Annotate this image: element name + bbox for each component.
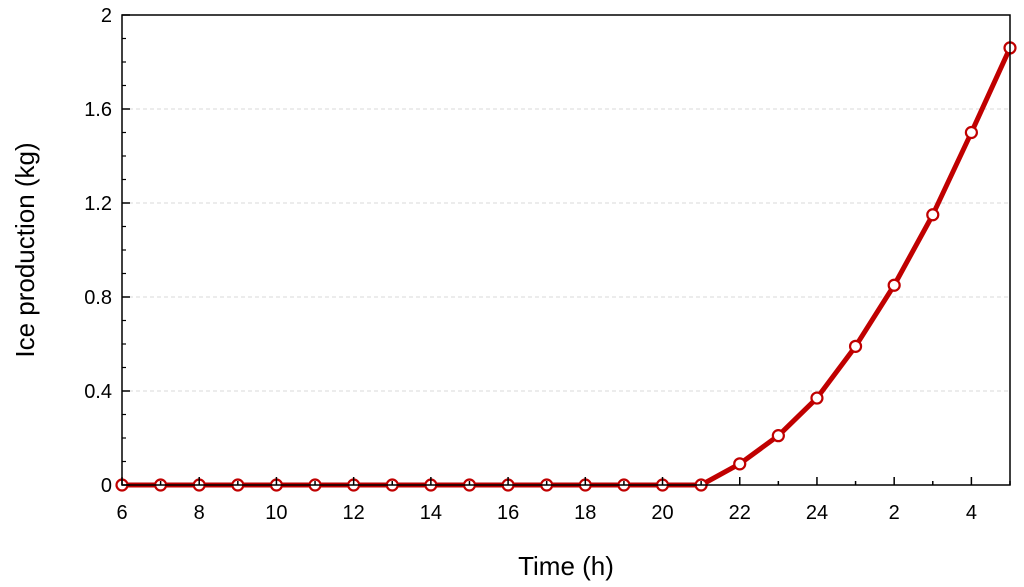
x-axis-label: Time (h) — [518, 551, 614, 581]
data-point — [887, 278, 901, 292]
series-layer — [115, 41, 1017, 492]
y-tick-label: 1.6 — [84, 99, 112, 121]
plot-frame — [121, 14, 1011, 486]
x-tick-label: 4 — [966, 502, 977, 524]
x-tick-label: 18 — [574, 502, 596, 524]
y-tick-label: 0.4 — [84, 381, 112, 403]
data-point — [733, 457, 747, 471]
x-tick-label: 22 — [729, 502, 751, 524]
x-tick-label: 12 — [343, 502, 365, 524]
x-tick-label: 8 — [194, 502, 205, 524]
series-line — [119, 45, 1013, 488]
x-tick-label: 2 — [889, 502, 900, 524]
y-tick-label: 1.2 — [84, 193, 112, 215]
data-point — [848, 339, 863, 353]
x-tick-label: 14 — [420, 502, 442, 524]
y-tick-label: 0 — [101, 475, 112, 497]
x-tick-label: 24 — [806, 502, 828, 524]
data-point — [810, 391, 824, 405]
data-point — [926, 208, 940, 222]
data-point — [771, 429, 785, 443]
y-tick-label: 0.8 — [84, 287, 112, 309]
y-tick-label: 2 — [101, 5, 112, 27]
x-tick-label: 10 — [265, 502, 287, 524]
gridlines — [122, 108, 1010, 392]
x-tick-label: 16 — [497, 502, 519, 524]
x-tick-label: 6 — [116, 502, 127, 524]
x-tick-label: 20 — [651, 502, 673, 524]
y-axis-label: Ice production (kg) — [10, 142, 40, 357]
data-point — [964, 125, 978, 140]
ticks-layer: 00.40.81.21.626 8 10 12 14 16 18 20 22 24 2 4 — [84, 5, 1011, 524]
